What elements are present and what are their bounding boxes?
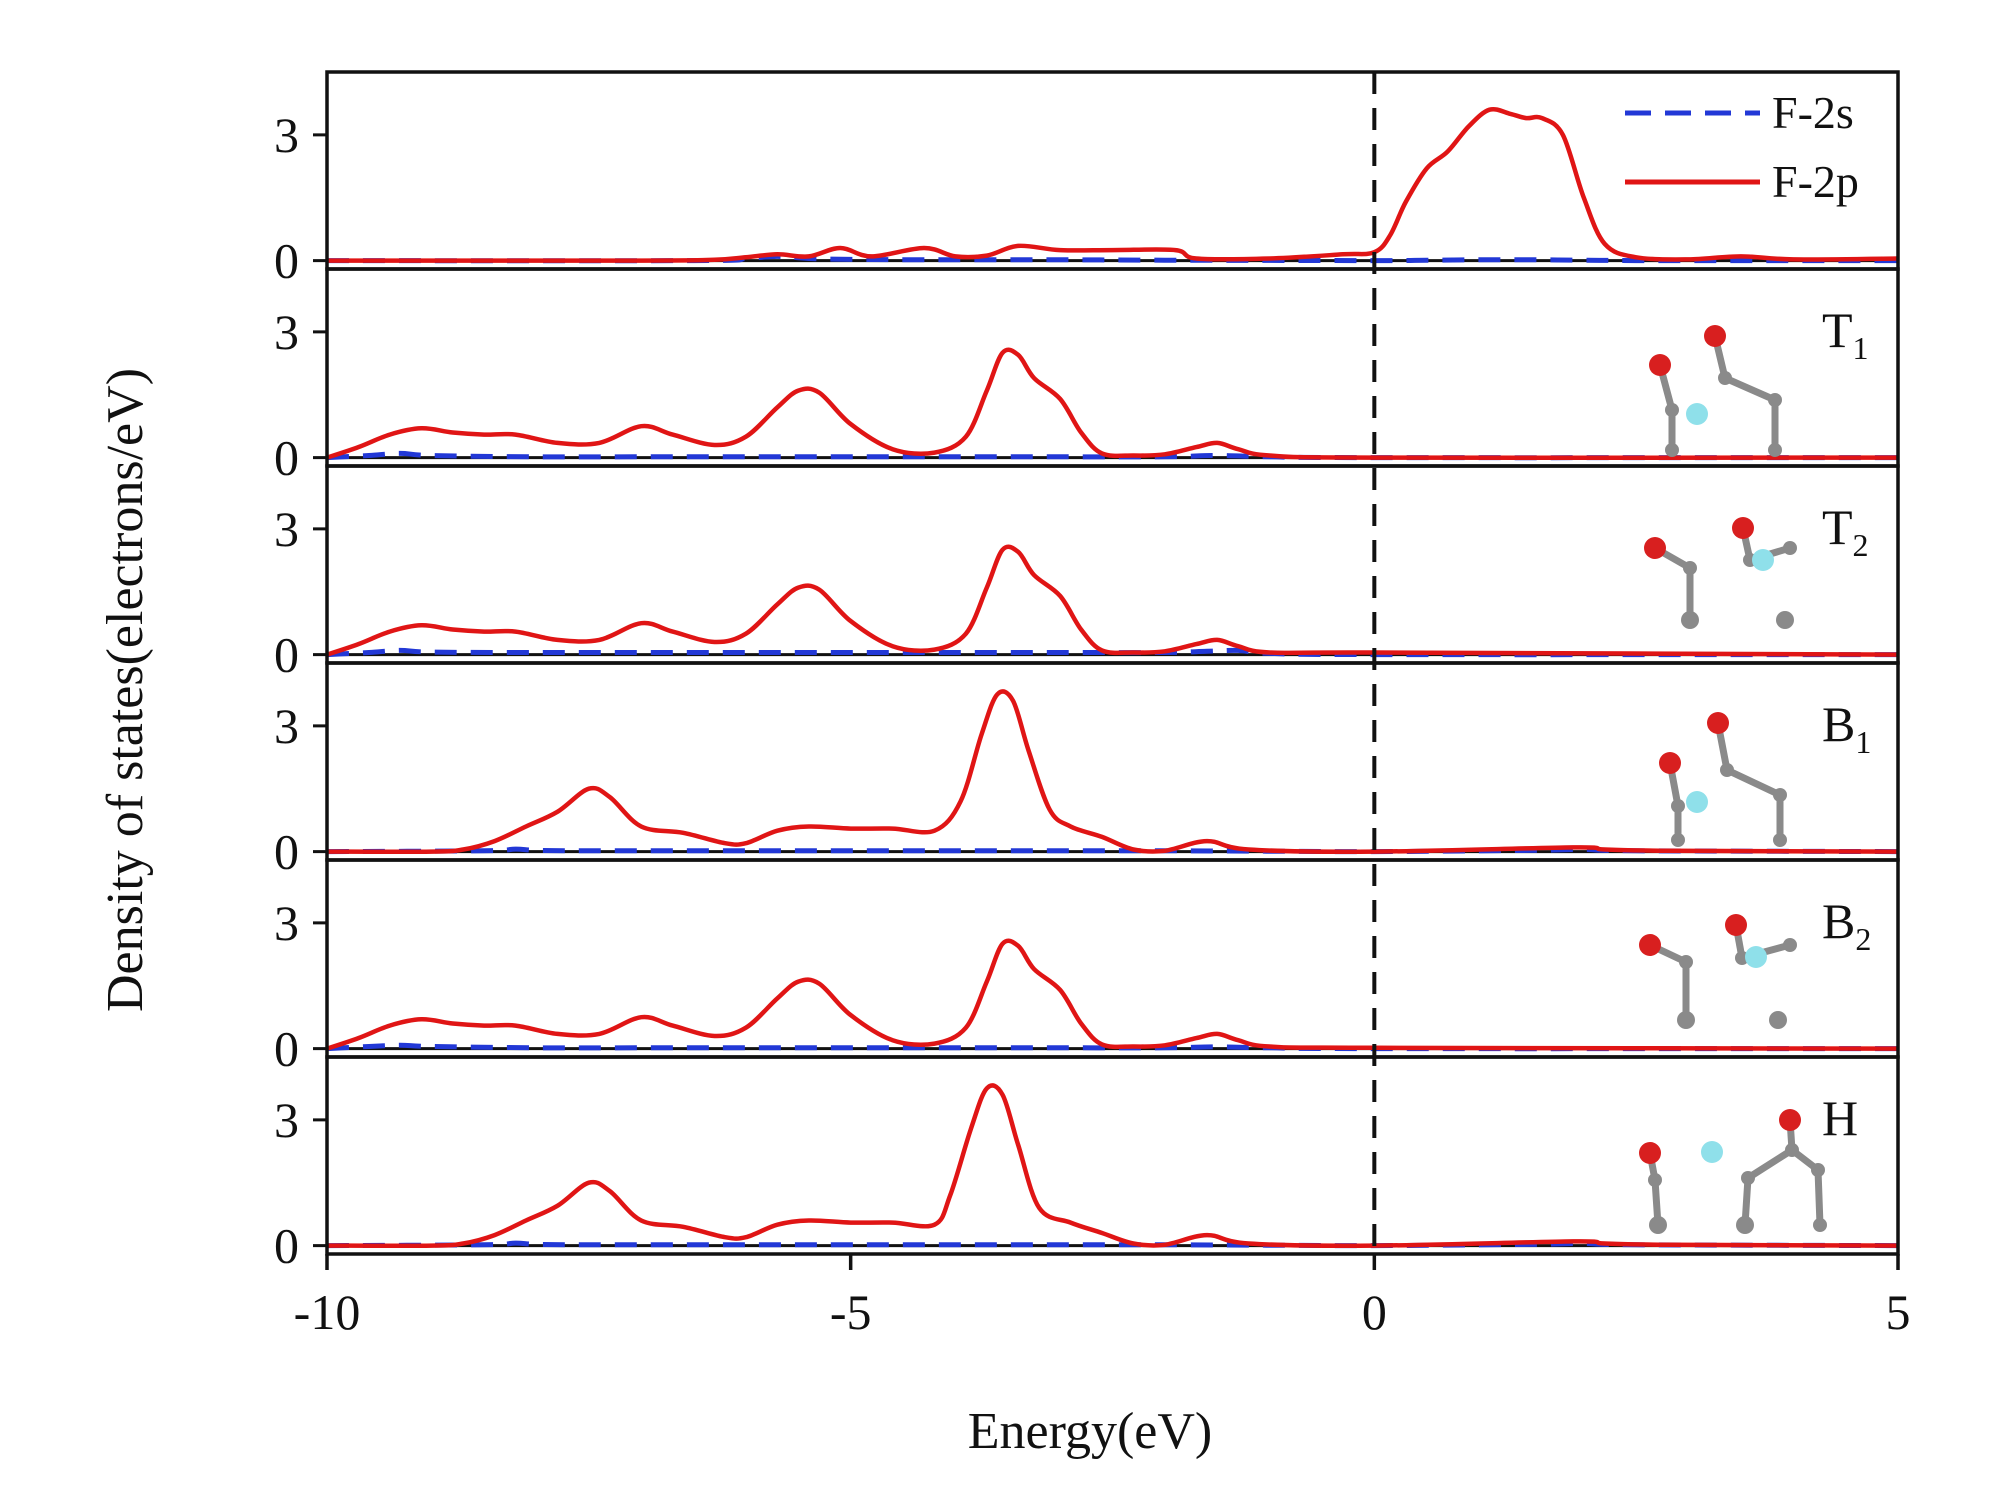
oxygen-atom [1644,537,1666,559]
carbon-atom [1776,611,1794,629]
panels-layer: 0 3 0 3 T1 0 3 T2 0 3 B1 0 3 B2 0 3 H [274,70,1900,1274]
carbon-atom [1665,443,1679,457]
carbon-atom [1665,403,1679,417]
panel-B1: 0 3 B1 [274,661,1900,880]
panel-B2: 0 3 B2 [274,858,1900,1077]
y-tick-label: 3 [274,895,299,951]
carbon-atom [1783,541,1797,555]
y-tick-label: 0 [274,1218,299,1274]
x-tick-label: 5 [1886,1284,1911,1340]
panel-frame [325,1055,1900,1256]
legend-label-f2p: F-2p [1772,156,1859,207]
oxygen-atom [1659,752,1681,774]
y-tick-label: 3 [274,501,299,557]
series-line-f2p [326,106,1899,263]
y-tick-label: 0 [274,1021,299,1077]
carbon-atom [1813,1218,1827,1232]
series-line-f2p [326,938,1899,1051]
x-tick-label: -5 [830,1284,872,1340]
legend-label-f2s: F-2s [1772,87,1854,138]
panel-label-B1: B1 [1822,696,1871,760]
oxygen-atom [1732,517,1754,539]
series-line-f2s [326,647,1899,658]
molecule-bond [1721,374,1779,404]
x-tick-label: 0 [1362,1284,1387,1340]
series-line-f2s [326,846,1899,855]
y-tick-label: 3 [274,304,299,360]
panel-label-H: H [1822,1090,1858,1146]
panel-frame [325,70,1900,271]
fluorine-atom [1686,791,1708,813]
molecule-bond [1814,1166,1824,1229]
x-tick-label: -10 [294,1284,361,1340]
y-tick-label: 0 [274,627,299,683]
fluorine-atom [1701,1141,1723,1163]
series-line-f2p [326,544,1899,657]
molecule-bond [1744,1146,1796,1182]
y-tick-label: 3 [274,1092,299,1148]
series-line-f2p [326,347,1899,461]
carbon-atom [1773,788,1787,802]
oxygen-atom [1725,914,1747,936]
molecule-inset-B1 [1659,712,1787,847]
oxygen-atom [1649,354,1671,376]
series-line-f2s [326,1240,1899,1249]
molecule-inset-H [1639,1109,1827,1234]
y-tick-label: 0 [274,824,299,880]
molecule-insets [1639,325,1827,1234]
carbon-atom [1679,955,1693,969]
fluorine-atom [1745,946,1767,968]
y-tick-label: 0 [274,233,299,289]
carbon-atom [1769,1011,1787,1029]
oxygen-atom [1779,1109,1801,1131]
series-line-f2p [326,689,1899,855]
carbon-atom [1736,1216,1754,1234]
carbon-atom [1648,1173,1662,1187]
molecule-inset-T1 [1649,325,1782,457]
oxygen-atom [1639,934,1661,956]
carbon-atom [1671,833,1685,847]
y-tick-label: 0 [274,430,299,486]
carbon-atom [1649,1216,1667,1234]
panel-frame [325,858,1900,1059]
carbon-atom [1677,1011,1695,1029]
molecule-bond [1723,766,1784,799]
fluorine-atom [1752,549,1774,571]
series-line-f2p [326,1083,1899,1249]
legend: F-2s F-2p [1625,87,1859,207]
carbon-atom [1768,393,1782,407]
oxygen-atom [1704,325,1726,347]
x-axis-title: Energy(eV) [968,1403,1213,1460]
oxygen-atom [1639,1142,1661,1164]
carbon-atom [1768,443,1782,457]
panel-label-T2: T2 [1822,499,1869,563]
panel-T2: 0 3 T2 [274,464,1900,683]
panel-label-T1: T1 [1822,302,1869,366]
carbon-atom [1811,1163,1825,1177]
y-tick-label: 3 [274,698,299,754]
carbon-atom [1681,611,1699,629]
molecule-inset-B2 [1639,914,1797,1029]
carbon-atom [1683,561,1697,575]
panel-label-B2: B2 [1822,893,1871,957]
fluorine-atom [1686,403,1708,425]
y-tick-label: 3 [274,107,299,163]
carbon-atom [1671,799,1685,813]
molecule-inset-T2 [1644,517,1797,629]
panel-frame [325,464,1900,665]
panel-H: 0 3 H [274,1055,1900,1274]
oxygen-atom [1707,712,1729,734]
carbon-atom [1783,938,1797,952]
y-axis-title: Density of states(electrons/eV) [97,368,154,1012]
x-axis: -10 -5 0 5 [294,1254,1911,1340]
carbon-atom [1741,1171,1755,1185]
carbon-atom [1773,833,1787,847]
carbon-atom [1720,763,1734,777]
carbon-atom [1718,371,1732,385]
panel-T1: 0 3 T1 [274,267,1900,486]
